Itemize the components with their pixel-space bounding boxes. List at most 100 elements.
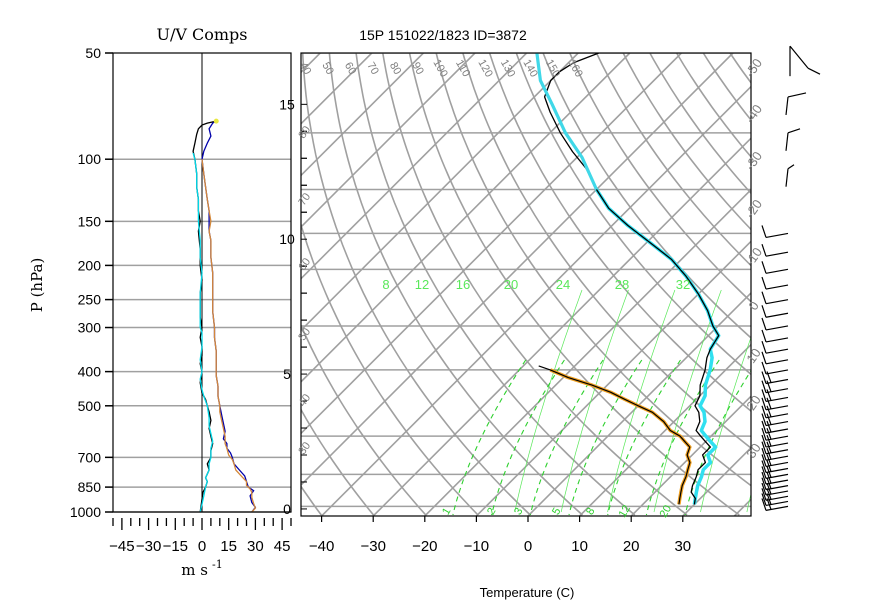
left-x-tick-label: 15 (220, 538, 237, 555)
isotherm-label-left: 80 (296, 124, 313, 141)
wind-barb (761, 305, 789, 318)
height-tick-label: 15 (279, 96, 295, 112)
mixing-ratio-label: 8 (584, 506, 597, 517)
wind-barb (761, 405, 789, 419)
skewt-dry-adiabat (675, 53, 751, 158)
skewt-dry-adiabat (301, 53, 531, 516)
dry-adiabat-label: 80 (387, 60, 404, 77)
height-tick-label: 10 (279, 231, 295, 247)
skewt-profile-line-2 (549, 368, 692, 505)
temperature-tick-label: 10 (571, 538, 588, 555)
right-plot-frame (300, 52, 752, 517)
mixing-ratio-label: 5 (550, 506, 563, 517)
dry-adiabat-label: 100 (430, 58, 450, 80)
skewt-dry-adiabat (301, 221, 479, 516)
wind-barb (789, 45, 821, 77)
wind-barb (761, 361, 789, 375)
skewt-profiles (535, 53, 721, 505)
left-series-line-1 (192, 152, 214, 513)
skewt-dry-adiabat (328, 53, 584, 516)
skewt-profile-line-4 (535, 53, 598, 191)
wind-barb (761, 434, 789, 448)
dry-adiabat-label: 90 (409, 60, 426, 77)
skewt-moist-adiabat (700, 336, 751, 513)
height-tick-label: 0 (283, 501, 291, 517)
isotherm-label-left: 60 (296, 256, 313, 273)
moist-adiabat-label: 20 (504, 277, 518, 292)
skewt-mixing-ratio-line (452, 359, 527, 516)
mixing-ratio-label: 20 (658, 503, 675, 520)
dry-adiabat-label: 150 (543, 58, 563, 80)
temperature-tick-label: −30 (360, 538, 385, 555)
left-series-line-3 (201, 159, 257, 513)
skewt-profile-line-1 (595, 188, 721, 505)
skewt-mixing-ratio-line (607, 359, 681, 516)
left-plot-frame (112, 52, 292, 513)
left-chart-title: U/V Comps (156, 25, 247, 44)
isotherm-label-left: 70 (296, 191, 313, 208)
skewt-isotherm (301, 53, 528, 280)
skewt-mixing-ratio-line (645, 359, 720, 516)
skewt-dry-adiabat (408, 53, 740, 516)
skewt-moist-adiabat (514, 289, 583, 513)
wind-barb (785, 92, 807, 116)
skewt-isotherm (301, 53, 631, 383)
skewt-mixing-ratio-line (491, 359, 565, 516)
wind-barb (761, 276, 789, 290)
wind-barb (761, 454, 789, 468)
height-tick-label: 5 (283, 366, 291, 382)
left-x-axis-unit-exponent: -1 (212, 558, 223, 571)
left-y-tick-label: 500 (78, 398, 102, 414)
moist-adiabat-label: 8 (382, 277, 389, 292)
wind-barb (761, 244, 789, 257)
skewt-isotherm (301, 53, 424, 177)
wind-barb (785, 128, 801, 151)
dry-adiabat-label: 40 (297, 60, 314, 77)
temperature-tick-label: 0 (524, 538, 532, 555)
wind-barb (761, 380, 789, 394)
skewt-dry-adiabat (462, 53, 751, 450)
skewt-dry-adiabat (702, 53, 751, 122)
left-y-tick-label: 300 (78, 320, 102, 336)
isotherm-label-right: 0 (745, 298, 761, 313)
left-top-marker (213, 118, 219, 124)
skewt-dry-adiabat (595, 53, 751, 267)
wind-barb (761, 389, 789, 403)
isotherm-label-right: -20 (742, 197, 765, 221)
skewt-moist-adiabat (653, 289, 722, 513)
mixing-ratio-label: 12 (617, 503, 634, 520)
skewt-isotherm (475, 240, 751, 516)
dry-adiabat-label: 60 (342, 60, 359, 77)
left-x-axis-unit: m s (181, 561, 208, 579)
mixing-ratio-label: 3 (512, 506, 525, 517)
skewt-dry-adiabat (649, 53, 751, 195)
wind-barb (761, 413, 789, 427)
isotherm-label-left: 30 (296, 440, 313, 457)
skewt-mixing-ratio-line (568, 359, 643, 516)
skewt-isotherm (786, 53, 887, 516)
wind-barb (761, 420, 789, 434)
dry-adiabat-label: 70 (364, 60, 381, 77)
moist-adiabat-label: 12 (415, 277, 429, 292)
main-title: 15P 151022/1823 ID=3872 (359, 27, 527, 43)
moist-adiabat-label: 32 (676, 277, 690, 292)
left-y-tick-label: 50 (85, 45, 101, 61)
skewt-isotherm (301, 53, 321, 74)
left-x-tick-label: −30 (136, 538, 161, 555)
isotherm-label-left: 50 (296, 326, 313, 343)
isotherm-label-right: -10 (742, 245, 765, 269)
temperature-tick-label: 30 (674, 538, 691, 555)
isotherm-label-right: -30 (742, 149, 765, 173)
skewt-dry-adiabat (301, 323, 427, 516)
wind-barb (761, 460, 789, 474)
skewt-isotherm (301, 53, 476, 229)
wind-barb (761, 488, 789, 501)
left-y-tick-label: 400 (78, 364, 102, 380)
dry-adiabat-label: 50 (319, 60, 336, 77)
left-x-axis-label: m s -1 (181, 558, 222, 579)
skewt-moist-adiabat (793, 290, 860, 512)
left-x-tick-label: 45 (274, 538, 291, 555)
temperature-tick-label: −40 (309, 538, 334, 555)
skewt-dry-adiabat (355, 53, 636, 516)
